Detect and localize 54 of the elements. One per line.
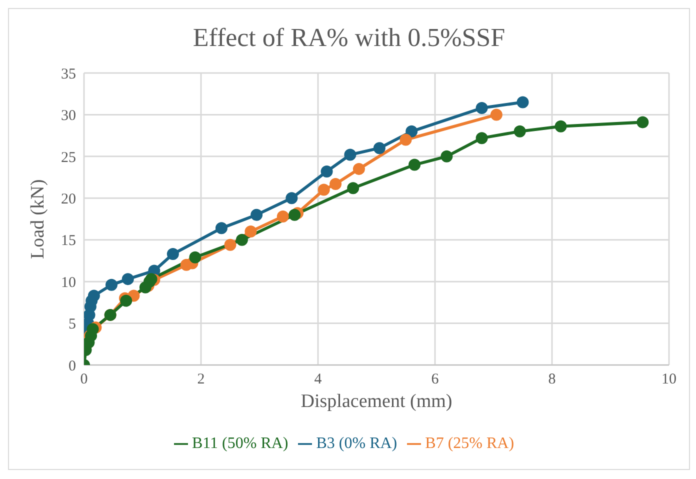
point — [189, 251, 202, 264]
y-tick-label: 15 — [61, 233, 76, 250]
x-tick-label: 10 — [662, 372, 676, 388]
point — [400, 134, 412, 146]
point — [352, 162, 365, 175]
point — [288, 208, 301, 221]
point — [145, 273, 158, 286]
x-axis-title: Displacement (mm) — [300, 391, 452, 412]
point — [490, 108, 502, 121]
x-tick-label: 6 — [431, 372, 440, 388]
point — [476, 102, 488, 114]
point — [276, 210, 289, 222]
y-tick-label: 0 — [68, 358, 76, 374]
point — [406, 125, 418, 138]
x-tick-label: 8 — [548, 372, 556, 388]
y-tick-label: 10 — [61, 274, 76, 291]
point — [636, 116, 649, 128]
y-tick-label: 30 — [61, 108, 76, 124]
legend-label: B3 (0% RA) — [316, 435, 398, 452]
point — [250, 208, 263, 221]
legend-label: B11 (50% RA) — [192, 435, 288, 452]
point — [236, 234, 248, 246]
chart-title: Effect of RA% with 0.5%SSF — [192, 23, 506, 54]
legend-label: B7 (25% RA) — [425, 435, 514, 452]
point — [440, 150, 453, 162]
point — [330, 178, 342, 190]
point — [122, 273, 134, 286]
point — [286, 192, 298, 204]
point — [88, 290, 100, 302]
point — [554, 120, 567, 132]
x-tick-label: 0 — [80, 372, 88, 388]
point — [344, 148, 356, 161]
point — [516, 96, 529, 108]
y-axis-title: Load (kN) — [28, 179, 49, 259]
point — [476, 132, 488, 144]
y-tick-label: 20 — [61, 191, 76, 208]
point — [224, 238, 236, 251]
point — [514, 125, 526, 138]
point — [86, 323, 99, 336]
point — [373, 142, 386, 154]
x-tick-label: 2 — [197, 372, 205, 388]
point — [347, 182, 360, 194]
y-tick-label: 5 — [68, 316, 76, 333]
point — [408, 158, 421, 171]
point — [318, 184, 330, 196]
point — [244, 226, 257, 238]
point — [215, 222, 228, 234]
y-tick-label: 35 — [61, 66, 76, 82]
x-tick-label: 4 — [314, 372, 322, 388]
point — [320, 165, 333, 178]
point — [105, 278, 118, 291]
y-tick-label: 25 — [61, 150, 76, 166]
point — [166, 248, 179, 260]
point — [120, 294, 132, 307]
